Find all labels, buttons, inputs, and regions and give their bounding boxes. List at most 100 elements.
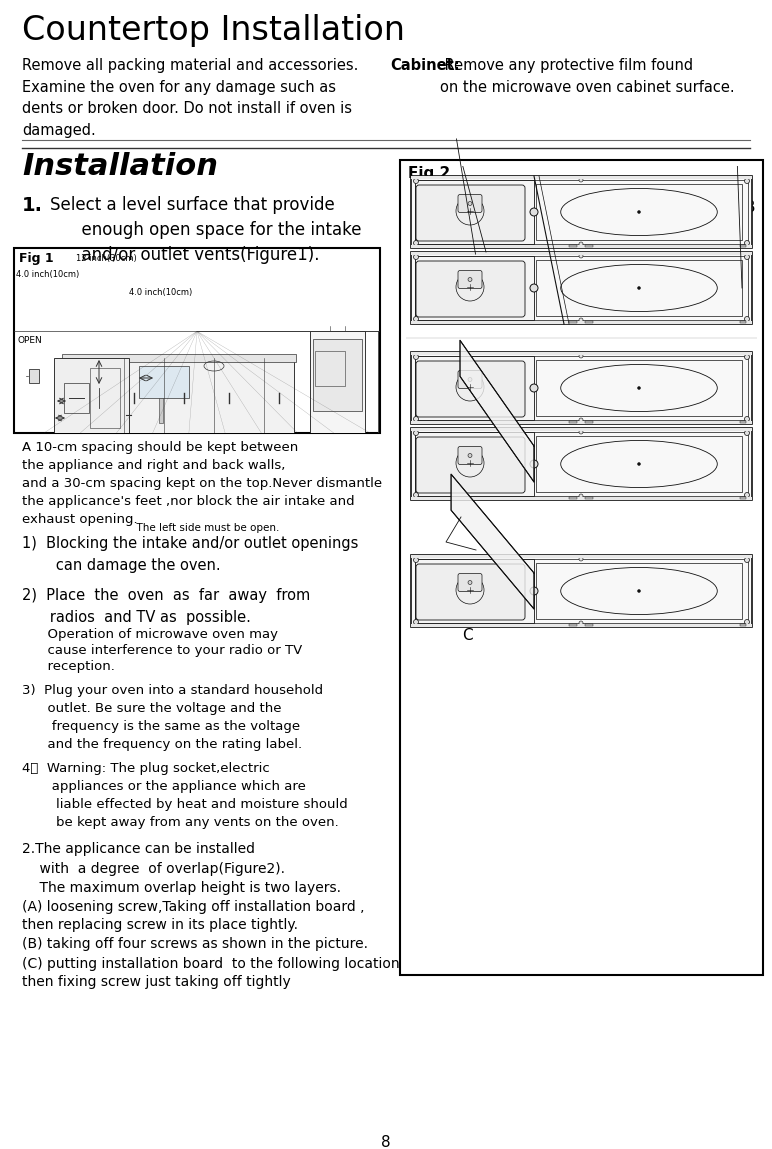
Circle shape [579,430,583,434]
Circle shape [744,431,750,435]
Text: (A) loosening screw,Taking off installation board ,
then replacing screw in its : (A) loosening screw,Taking off installat… [22,900,364,932]
Text: Select a level surface that provide
      enough open space for the intake
     : Select a level surface that provide enou… [50,196,361,264]
FancyBboxPatch shape [458,370,482,388]
Circle shape [530,208,538,216]
Bar [159,398,163,423]
Bar [569,245,577,247]
Text: 1)  Blocking the intake and/or outlet openings: 1) Blocking the intake and/or outlet ope… [22,535,358,552]
Bar [415,432,748,496]
Text: 4.0 inch(10cm): 4.0 inch(10cm) [16,270,80,279]
Circle shape [579,178,583,182]
Text: Remove any protective film found
on the microwave oven cabinet surface.: Remove any protective film found on the … [440,57,735,94]
Bar [71,390,111,421]
Text: 1.: 1. [22,196,43,215]
Text: radios  and TV as  possible.: radios and TV as possible. [22,610,251,625]
FancyBboxPatch shape [416,564,525,620]
Bar [411,498,752,500]
Bar [740,624,746,626]
Bar [69,388,129,423]
Text: C: C [462,629,472,643]
Circle shape [414,493,418,498]
Text: Cabinet:: Cabinet: [390,57,459,74]
Circle shape [744,355,750,360]
Text: 3)  Plug your oven into a standard household
      outlet. Be sure the voltage a: 3) Plug your oven into a standard househ… [22,684,323,751]
Bar [569,498,577,499]
Bar [411,245,752,248]
Bar [411,555,752,627]
Bar [411,176,752,248]
Text: OPEN: OPEN [18,336,42,345]
Bar [64,358,294,438]
Circle shape [744,619,750,625]
FancyBboxPatch shape [416,261,525,317]
Text: Countertop Installation: Countertop Installation [22,14,405,47]
FancyBboxPatch shape [458,447,482,464]
Bar [411,421,752,424]
Circle shape [414,416,418,422]
Bar [114,390,126,421]
Text: A 10-cm spacing should be kept between
the appliance and right and back walls,
a: A 10-cm spacing should be kept between t… [22,441,382,526]
Bar [54,358,129,433]
Bar [415,356,534,421]
Circle shape [744,254,750,260]
Text: Installation: Installation [22,152,218,182]
Text: 4）  Warning: The plug socket,electric
       appliances or the appliance which a: 4） Warning: The plug socket,electric app… [22,762,347,828]
Polygon shape [451,475,534,609]
Text: Fig 2: Fig 2 [408,165,450,182]
Bar [411,427,752,500]
Polygon shape [460,340,534,481]
Text: 2.The applicance can be installed
    with  a degree  of overlap(Figure2).
    T: 2.The applicance can be installed with a… [22,842,341,895]
Text: B: B [745,200,756,215]
Circle shape [579,242,583,246]
Circle shape [579,557,583,561]
Circle shape [414,431,418,435]
Bar [411,252,752,255]
Bar [740,245,746,247]
Circle shape [579,620,583,625]
FancyBboxPatch shape [416,185,525,241]
Bar [585,321,593,323]
Bar [64,383,89,412]
Bar [411,555,752,558]
Text: 4.0 inch(10cm): 4.0 inch(10cm) [129,288,192,296]
Bar [29,369,39,383]
Bar [415,432,534,496]
Bar [585,245,593,247]
FancyBboxPatch shape [416,361,525,417]
Text: 8: 8 [381,1135,391,1149]
Text: The left side must be open.: The left side must be open. [130,523,279,533]
Bar [569,421,577,423]
Bar [415,356,748,421]
Circle shape [530,587,538,595]
Circle shape [638,210,641,214]
Bar [415,560,748,623]
Text: Operation of microwave oven may: Operation of microwave oven may [22,629,278,641]
Circle shape [468,378,472,381]
Text: can damage the oven.: can damage the oven. [42,558,221,573]
Bar [14,248,380,433]
Bar [569,321,577,323]
FancyBboxPatch shape [416,437,525,493]
Bar [310,331,365,433]
Circle shape [579,418,583,422]
Bar [536,360,742,416]
Bar [411,321,752,324]
Circle shape [744,316,750,322]
Bar [411,352,752,355]
Circle shape [744,178,750,184]
Circle shape [638,286,641,290]
Circle shape [414,178,418,184]
Circle shape [579,254,583,259]
Circle shape [638,386,641,390]
Bar [139,367,189,398]
Text: 2)  Place  the  oven  as  far  away  from: 2) Place the oven as far away from [22,588,310,603]
Bar [90,368,120,427]
Text: reception.: reception. [22,660,115,673]
Bar [585,624,593,626]
Bar [536,435,742,492]
Bar [415,560,534,623]
FancyBboxPatch shape [458,270,482,288]
Circle shape [414,316,418,322]
Circle shape [468,454,472,457]
Bar [740,421,746,423]
